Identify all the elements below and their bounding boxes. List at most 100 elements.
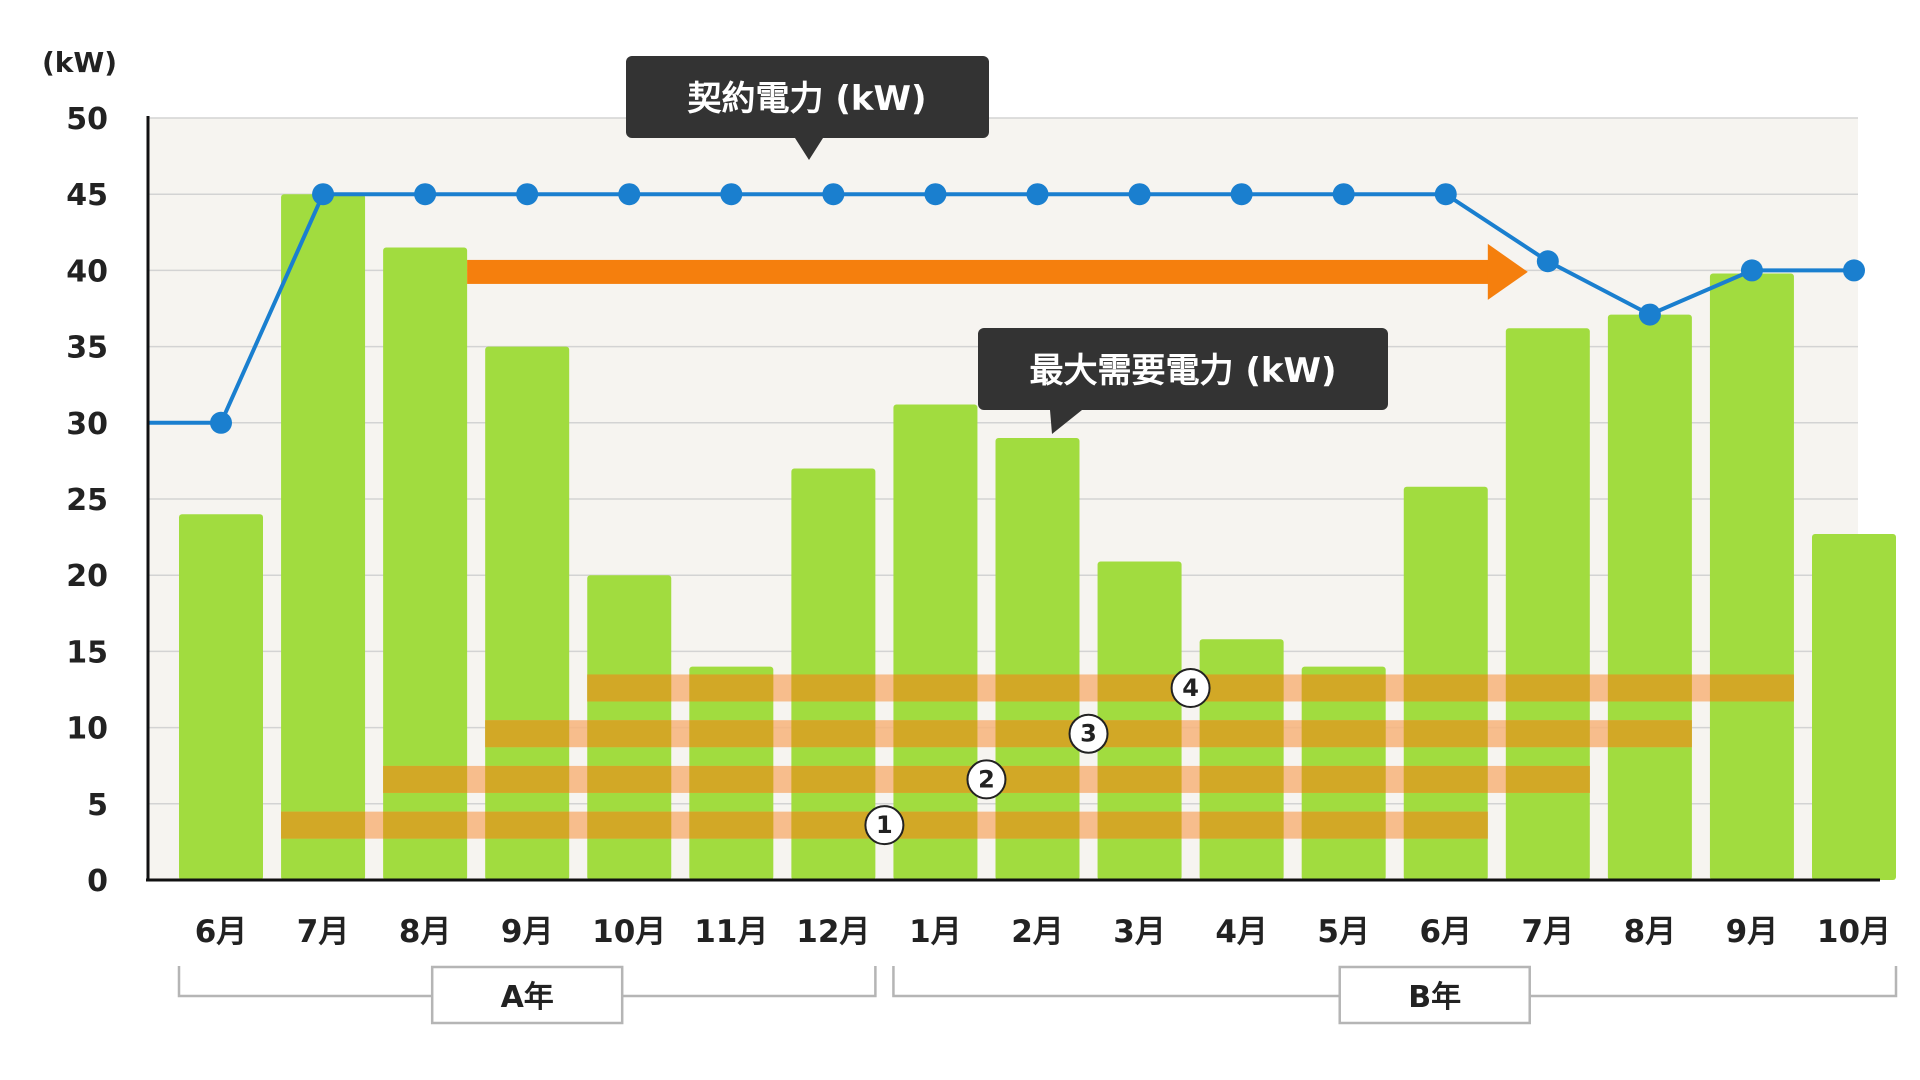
contract-point bbox=[1843, 259, 1865, 282]
window-band-segment bbox=[893, 720, 978, 748]
demand-bar bbox=[179, 514, 263, 880]
contract-point bbox=[1332, 183, 1355, 206]
window-band-segment bbox=[485, 811, 570, 839]
x-tick-label: 4月 bbox=[1215, 914, 1268, 950]
contract-point bbox=[516, 183, 539, 206]
x-tick-label: 5月 bbox=[1317, 914, 1370, 950]
window-number-circle bbox=[864, 805, 905, 846]
window-band-segment bbox=[1301, 720, 1386, 748]
year-label-box bbox=[1338, 965, 1531, 1025]
window-band-segment bbox=[281, 811, 366, 839]
x-tick-label: 2月 bbox=[1011, 914, 1064, 950]
window-band-segment bbox=[1301, 674, 1386, 702]
window-band-segment bbox=[689, 765, 774, 793]
window-band-segment bbox=[1097, 720, 1182, 748]
window-band-segment bbox=[1199, 811, 1284, 839]
window-number: 4 bbox=[1182, 674, 1199, 702]
window-band-segment bbox=[1097, 811, 1182, 839]
contract-point bbox=[720, 183, 743, 206]
x-tick-label: 6月 bbox=[195, 914, 248, 950]
window-band-segment bbox=[1607, 720, 1692, 748]
window-band-segment bbox=[791, 720, 876, 748]
x-tick-label: 11月 bbox=[694, 914, 768, 950]
y-tick-label: 30 bbox=[66, 407, 108, 442]
window-number: 2 bbox=[978, 765, 995, 793]
window-band-segment bbox=[587, 811, 672, 839]
window-band-segment bbox=[587, 720, 672, 748]
contract-point bbox=[1026, 183, 1049, 206]
window-band-segment bbox=[893, 765, 978, 793]
contract-point bbox=[1536, 250, 1559, 273]
contract-point bbox=[924, 183, 947, 206]
callout-demand: 最大需要電力 (kW) bbox=[978, 328, 1388, 434]
window-band-segment bbox=[383, 765, 468, 793]
demand-bar bbox=[1812, 534, 1896, 880]
window-band-segment bbox=[485, 765, 570, 793]
contract-point bbox=[210, 411, 232, 434]
arrow-shaft bbox=[467, 259, 1498, 284]
y-tick-label: 5 bbox=[87, 788, 108, 823]
year-label-box bbox=[430, 965, 624, 1025]
window-band-segment bbox=[791, 674, 876, 702]
contract-point bbox=[618, 183, 641, 206]
x-tick-labels: 6月 7月 8月 9月 10月 11月 12月 1月 2月 3月 4月 5月 6月 7月 8月 9月 10月 bbox=[195, 914, 1891, 950]
window-band-segment bbox=[1505, 720, 1590, 748]
callout-contract-text: 契約電力 (kW) bbox=[687, 79, 926, 119]
x-tick-label: 8月 bbox=[399, 914, 452, 950]
y-tick-label: 45 bbox=[66, 178, 108, 213]
window-band-segment bbox=[1301, 765, 1386, 793]
carry-forward-arrow bbox=[467, 243, 1528, 300]
window-band-segment bbox=[995, 765, 1080, 793]
x-tick-label: 10月 bbox=[592, 914, 666, 950]
x-tick-label: 6月 bbox=[1419, 914, 1472, 950]
window-band-segment bbox=[587, 765, 672, 793]
y-tick-label: 25 bbox=[66, 483, 108, 518]
window-number-circle bbox=[1170, 667, 1211, 708]
year-label: B年 bbox=[1408, 980, 1461, 1015]
contract-point bbox=[1638, 303, 1661, 326]
window-band-segment bbox=[383, 811, 468, 839]
x-tick-label: 8月 bbox=[1624, 914, 1677, 950]
y-tick-label: 10 bbox=[66, 712, 108, 747]
x-tick-label: 1月 bbox=[909, 914, 962, 950]
axes bbox=[146, 116, 1880, 882]
window-band-segment bbox=[995, 674, 1080, 702]
window-band-segment bbox=[1199, 674, 1284, 702]
y-tick-label: 40 bbox=[66, 254, 108, 289]
contract-point bbox=[1230, 183, 1253, 206]
window-number: 1 bbox=[876, 811, 893, 839]
window-band-segment bbox=[1403, 720, 1488, 748]
window-band-segment bbox=[791, 811, 876, 839]
callout-contract: 契約電力 (kW) bbox=[626, 56, 989, 160]
y-tick-label: 35 bbox=[66, 331, 108, 366]
callout-demand-text: 最大需要電力 (kW) bbox=[1029, 351, 1336, 391]
window-band-segment bbox=[995, 720, 1080, 748]
window-band-segment bbox=[893, 674, 978, 702]
window-band-segment bbox=[1199, 720, 1284, 748]
y-tick-label: 15 bbox=[66, 635, 108, 670]
arrow-head bbox=[1487, 243, 1528, 300]
year-brackets: A年 B年 bbox=[177, 965, 1898, 1025]
year-label: A年 bbox=[501, 980, 554, 1015]
window-band-segment bbox=[1199, 765, 1284, 793]
demand-bar bbox=[893, 404, 978, 880]
x-tick-label: 9月 bbox=[501, 914, 554, 950]
window-band-segment bbox=[1505, 674, 1590, 702]
x-tick-label: 12月 bbox=[796, 914, 870, 950]
window-band-segment bbox=[1403, 811, 1488, 839]
window-number: 3 bbox=[1080, 720, 1097, 748]
y-unit-label: (kW) bbox=[42, 46, 117, 79]
contract-point bbox=[1128, 183, 1151, 206]
x-tick-label: 7月 bbox=[297, 914, 350, 950]
window-band-segment bbox=[1709, 674, 1794, 702]
demand-bar bbox=[281, 194, 366, 880]
demand-bar bbox=[1709, 273, 1794, 880]
contract-point bbox=[414, 183, 437, 206]
window-band-segment bbox=[995, 811, 1080, 839]
window-number-circle bbox=[966, 759, 1007, 800]
y-tick-labels: 0 5 10 15 20 25 30 35 40 45 50 bbox=[66, 102, 108, 899]
window-band-segment bbox=[791, 765, 876, 793]
demand-bar bbox=[485, 346, 570, 881]
x-tick-label: 3月 bbox=[1113, 914, 1166, 950]
